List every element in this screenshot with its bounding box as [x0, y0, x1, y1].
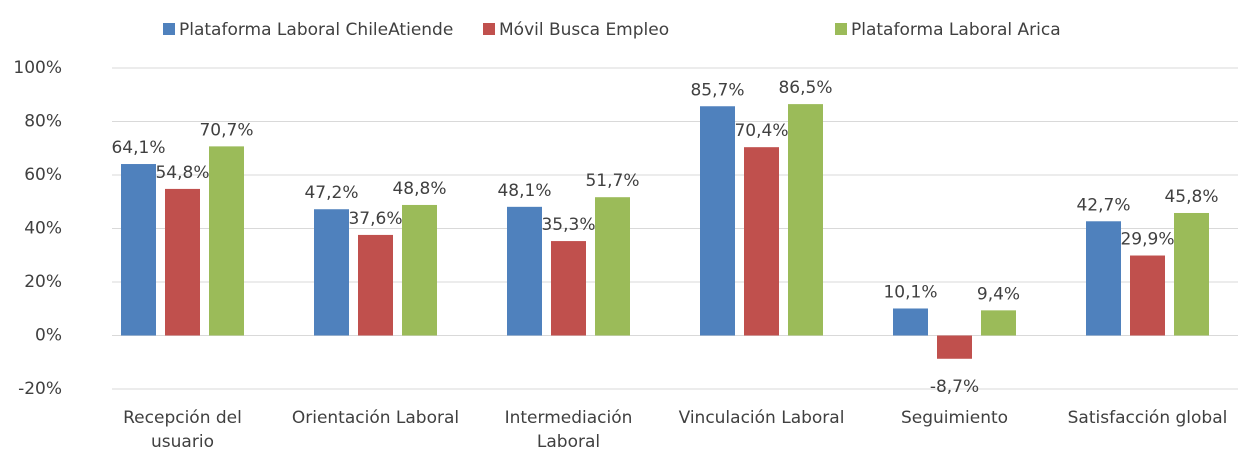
y-tick-label: 20% — [24, 272, 62, 292]
data-label: 54,8% — [155, 163, 209, 183]
data-label: 70,4% — [734, 121, 788, 141]
bar — [551, 241, 586, 336]
y-tick-label: 100% — [13, 58, 62, 78]
data-label: 51,7% — [585, 171, 639, 191]
bar — [788, 104, 823, 336]
y-tick-label: -20% — [18, 379, 62, 399]
legend-swatch — [163, 23, 175, 35]
legend-label: Plataforma Laboral ChileAtiende — [179, 20, 453, 40]
data-label: 35,3% — [541, 215, 595, 235]
bar — [121, 164, 156, 336]
y-tick-label: 60% — [24, 165, 62, 185]
legend-label: Plataforma Laboral Arica — [851, 20, 1061, 40]
bar — [937, 335, 972, 359]
bar — [165, 188, 200, 336]
x-tick-label: Recepción del usuario — [123, 408, 242, 452]
legend-swatch — [835, 23, 847, 35]
data-label: 42,7% — [1076, 195, 1130, 215]
bar — [1174, 212, 1209, 336]
data-label: 48,1% — [497, 181, 551, 201]
data-label: 10,1% — [883, 282, 937, 302]
legend-swatch — [483, 23, 495, 35]
bar — [402, 204, 437, 336]
bar — [595, 197, 630, 336]
bar — [700, 106, 735, 336]
bar — [981, 310, 1016, 336]
y-tick-label: 80% — [24, 112, 62, 132]
bar — [744, 147, 779, 336]
data-label: 47,2% — [304, 183, 358, 203]
x-tick-label: Seguimiento — [901, 408, 1008, 428]
data-label: 37,6% — [348, 209, 402, 229]
x-tick-label: Satisfacción global — [1068, 408, 1228, 428]
data-label: 85,7% — [690, 80, 744, 100]
data-label: 9,4% — [977, 284, 1020, 304]
bar — [358, 234, 393, 336]
data-label: 45,8% — [1164, 187, 1218, 207]
bar — [314, 209, 349, 336]
bar — [1130, 255, 1165, 336]
data-label: 64,1% — [111, 138, 165, 158]
data-label: 86,5% — [778, 78, 832, 98]
x-tick-label: Vinculación Laboral — [679, 408, 845, 428]
data-label: 70,7% — [199, 120, 253, 140]
bar — [1086, 221, 1121, 336]
y-tick-label: 40% — [24, 219, 62, 239]
legend-label: Móvil Busca Empleo — [499, 20, 669, 40]
bar — [507, 206, 542, 336]
data-label: 29,9% — [1120, 230, 1174, 250]
y-tick-label: 0% — [35, 326, 62, 346]
bar — [893, 308, 928, 336]
data-label: -8,7% — [930, 377, 979, 397]
data-label: 48,8% — [392, 179, 446, 199]
x-tick-label: Orientación Laboral — [292, 408, 459, 428]
bar — [209, 146, 244, 336]
x-tick-label: Intermediación Laboral — [505, 408, 633, 452]
